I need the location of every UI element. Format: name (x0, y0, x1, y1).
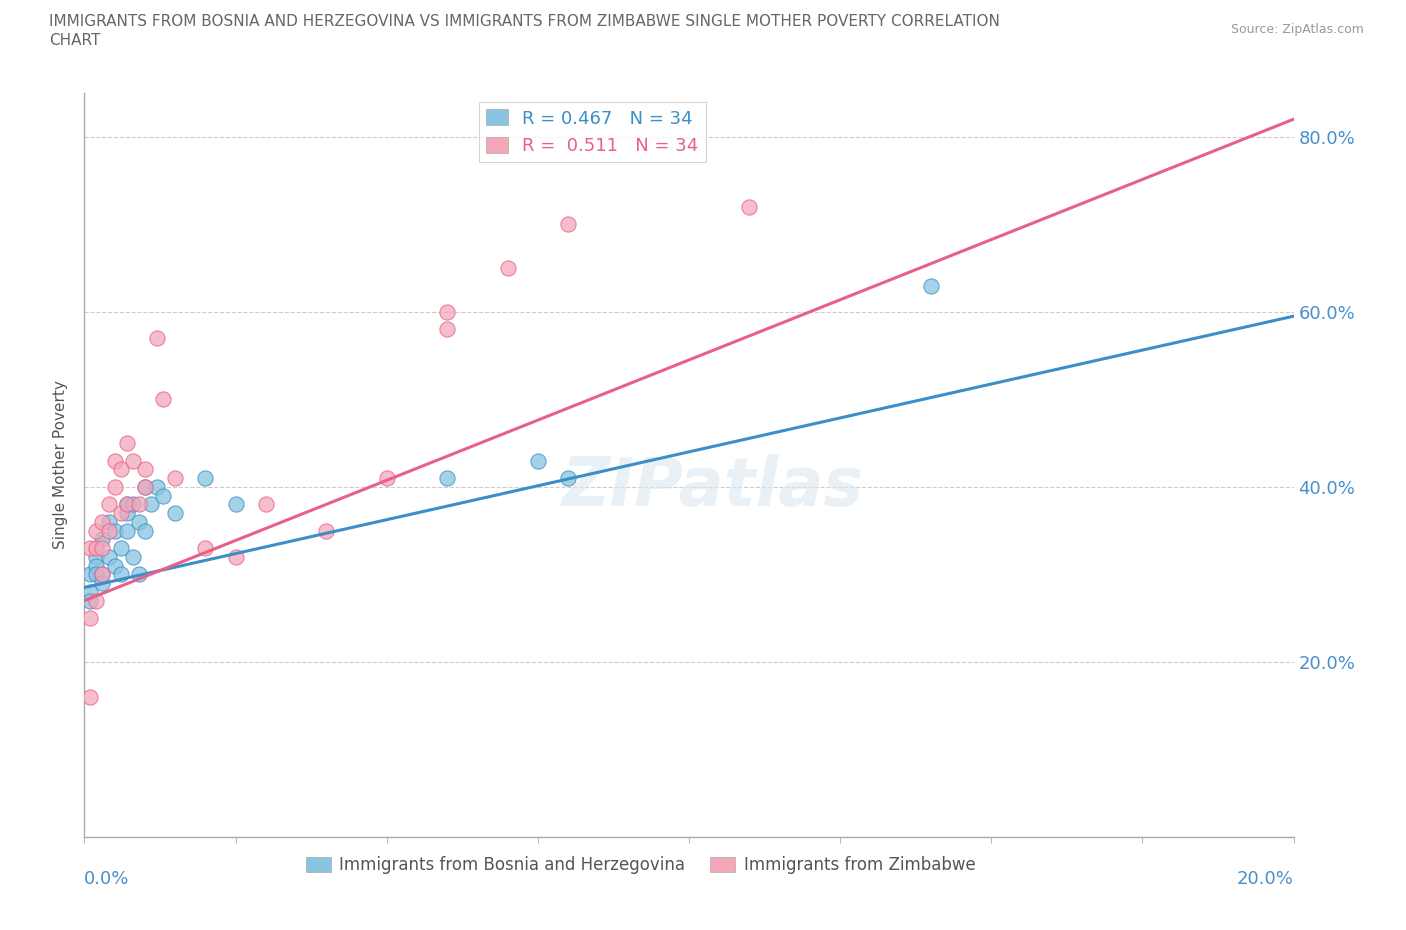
Point (128, 567, 150, 582)
Point (496, 260, 519, 275)
Point (97, 524, 120, 538)
Y-axis label: Single Mother Poverty: Single Mother Poverty (53, 380, 69, 550)
Point (79, 593, 101, 608)
Point (128, 497, 150, 512)
Text: Source: ZipAtlas.com: Source: ZipAtlas.com (1230, 23, 1364, 36)
Point (79, 689, 101, 704)
Point (110, 462, 132, 477)
Point (194, 540, 217, 555)
Point (115, 524, 138, 538)
Point (79, 584, 101, 599)
Point (139, 497, 162, 512)
Text: 20.0%: 20.0% (1237, 870, 1294, 888)
Point (86, 524, 108, 538)
Point (91, 532, 114, 547)
Point (121, 453, 143, 468)
Point (110, 506, 132, 521)
Point (194, 471, 217, 485)
Point (375, 471, 398, 485)
Point (146, 480, 169, 495)
Point (110, 540, 132, 555)
Point (134, 462, 156, 477)
Point (79, 567, 101, 582)
Point (91, 540, 114, 555)
Point (121, 497, 143, 512)
Point (121, 550, 143, 565)
Point (79, 540, 101, 555)
Legend: Immigrants from Bosnia and Herzegovina, Immigrants from Zimbabwe: Immigrants from Bosnia and Herzegovina, … (299, 849, 981, 881)
Point (128, 514, 150, 529)
Point (254, 497, 277, 512)
Point (225, 550, 247, 565)
Point (738, 199, 761, 214)
Point (86, 558, 108, 573)
Text: ZIPatlas: ZIPatlas (562, 455, 865, 520)
Point (104, 453, 127, 468)
Text: CHART: CHART (49, 33, 101, 47)
Point (152, 488, 174, 503)
Point (557, 217, 579, 232)
Point (436, 322, 458, 337)
Point (79, 611, 101, 626)
Point (115, 506, 138, 521)
Point (104, 524, 127, 538)
Point (115, 435, 138, 450)
Point (134, 480, 156, 495)
Point (115, 497, 138, 512)
Point (86, 550, 108, 565)
Point (557, 471, 579, 485)
Point (152, 392, 174, 406)
Point (86, 593, 108, 608)
Point (920, 278, 942, 293)
Point (315, 524, 337, 538)
Point (104, 480, 127, 495)
Point (97, 550, 120, 565)
Point (115, 497, 138, 512)
Point (165, 471, 187, 485)
Point (436, 304, 458, 319)
Text: 0.0%: 0.0% (84, 870, 129, 888)
Text: IMMIGRANTS FROM BOSNIA AND HERZEGOVINA VS IMMIGRANTS FROM ZIMBABWE SINGLE MOTHER: IMMIGRANTS FROM BOSNIA AND HERZEGOVINA V… (49, 14, 1000, 29)
Point (134, 524, 156, 538)
Point (110, 567, 132, 582)
Point (86, 540, 108, 555)
Point (165, 506, 187, 521)
Point (146, 331, 169, 346)
Point (225, 497, 247, 512)
Point (91, 567, 114, 582)
Point (97, 497, 120, 512)
Point (86, 567, 108, 582)
Point (91, 567, 114, 582)
Point (91, 576, 114, 591)
Point (91, 514, 114, 529)
Point (97, 514, 120, 529)
Point (104, 558, 127, 573)
Point (527, 453, 550, 468)
Point (134, 480, 156, 495)
Point (436, 471, 458, 485)
